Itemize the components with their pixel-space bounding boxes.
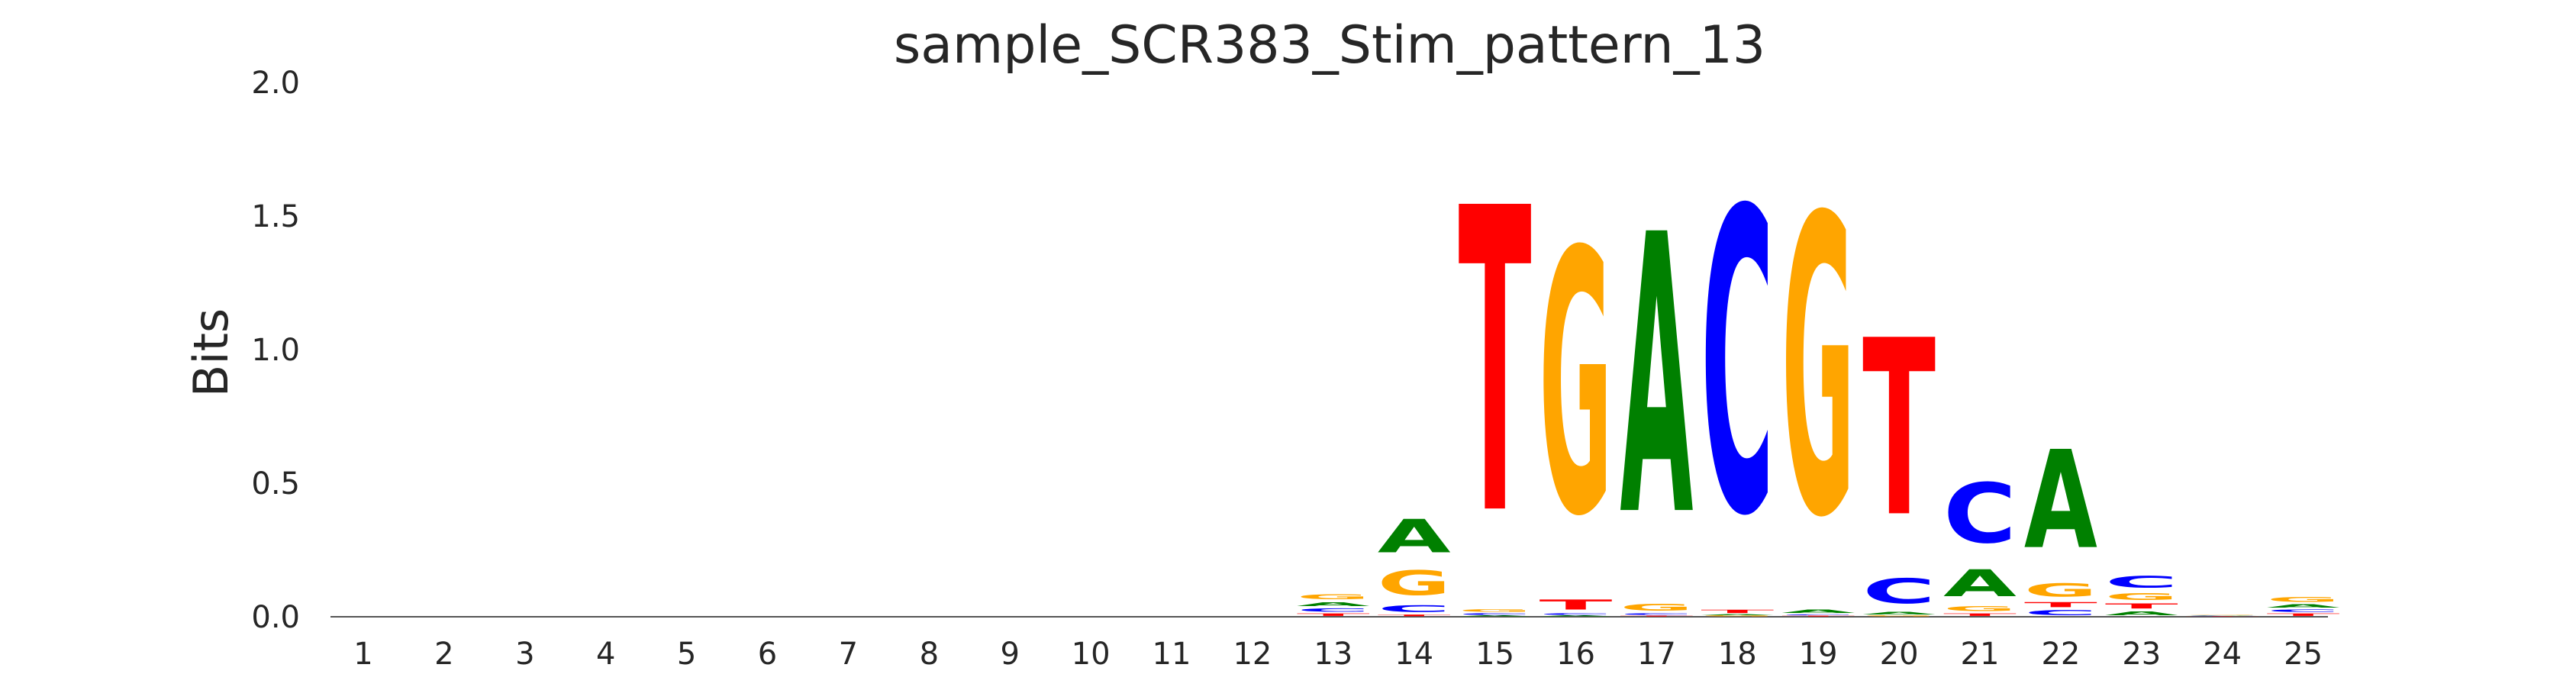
logo-letter-t: T xyxy=(1701,609,1774,614)
x-tick-label: 6 xyxy=(758,637,777,672)
y-axis: 0.0 0.5 1.0 1.5 2.0 xyxy=(251,66,300,635)
logo-letter-t: T xyxy=(2267,613,2340,617)
logo-letter-c: C xyxy=(1701,124,1774,608)
logo-letter-t: T xyxy=(1620,615,1693,617)
x-tick-label: 4 xyxy=(596,637,615,672)
logo-letter-c: C xyxy=(1943,467,2017,563)
logo-letter-a: A xyxy=(1378,510,1451,563)
logo-letter-a: A xyxy=(2105,610,2178,617)
x-tick-label: 1 xyxy=(353,637,372,672)
x-axis: 1 2 3 4 5 6 7 8 9 10 11 12 13 14 15 16 17 18 19 20 21 22 23 24 2… xyxy=(353,637,2323,672)
logo-letter-a: A xyxy=(2024,421,2097,579)
logo-glyphs: TCAGTCGAACGTACTGTCGAGATCTCAGGACTTGACCTGA… xyxy=(1297,121,2340,617)
logo-letter-g: G xyxy=(1378,563,1451,603)
x-tick-label: 9 xyxy=(1000,637,1019,672)
x-tick-label: 20 xyxy=(1880,637,1919,672)
x-tick-label: 24 xyxy=(2203,637,2242,672)
logo-letter-g: G xyxy=(1862,615,1936,617)
x-tick-label: 15 xyxy=(1475,637,1514,672)
logo-letter-a: A xyxy=(2267,604,2340,609)
y-tick-label: 0.0 xyxy=(251,600,300,635)
x-tick-label: 17 xyxy=(1637,637,1676,672)
logo-letter-t: T xyxy=(2186,616,2259,617)
x-tick-label: 5 xyxy=(677,637,696,672)
logo-letter-c: C xyxy=(1539,613,1613,615)
logo-letter-a: A xyxy=(2186,615,2259,616)
logo-letter-c: C xyxy=(2186,616,2259,617)
logo-letter-t: T xyxy=(1378,614,1451,617)
x-tick-label: 14 xyxy=(1394,637,1433,672)
logo-letter-g: G xyxy=(1539,176,1613,596)
logo-letter-c: C xyxy=(1459,613,1532,615)
chart-title: sample_SCR383_Stim_pattern_13 xyxy=(894,15,1765,76)
logo-letter-a: A xyxy=(1297,601,1370,608)
logo-letter-c: C xyxy=(1378,604,1451,614)
logo-letter-a: A xyxy=(1620,155,1694,602)
logo-letter-t: T xyxy=(1781,615,1855,617)
logo-letter-c: C xyxy=(2024,609,2097,617)
logo-letter-c: C xyxy=(1862,572,1936,611)
logo-letter-c: C xyxy=(1781,614,1855,616)
x-tick-label: 25 xyxy=(2284,637,2323,672)
logo-letter-g: G xyxy=(2105,592,2178,602)
x-tick-label: 12 xyxy=(1233,637,1272,672)
logo-letter-g: G xyxy=(1459,608,1532,612)
x-tick-label: 2 xyxy=(434,637,453,672)
logo-letter-t: T xyxy=(2024,601,2097,609)
y-axis-label: Bits xyxy=(183,308,239,397)
x-tick-label: 11 xyxy=(1153,637,1191,672)
logo-letter-c: C xyxy=(1297,608,1370,613)
logo-letter-t: T xyxy=(1943,613,2017,617)
x-tick-label: 8 xyxy=(920,637,939,672)
logo-letter-g: G xyxy=(2186,614,2259,615)
logo-letter-a: A xyxy=(1459,615,1532,617)
logo-letter-t: T xyxy=(1459,121,1533,608)
logo-letter-a: A xyxy=(1539,615,1613,617)
logo-letter-t: T xyxy=(1297,613,1370,617)
x-tick-label: 19 xyxy=(1799,637,1838,672)
logo-letter-g: G xyxy=(2024,579,2097,601)
logo-letter-t: T xyxy=(1862,289,1936,571)
logo-letter-a: A xyxy=(1781,609,1855,614)
logo-letter-a: A xyxy=(1701,614,1774,616)
logo-letter-g: G xyxy=(1701,615,1774,617)
x-tick-label: 10 xyxy=(1072,637,1111,672)
logo-letter-a: A xyxy=(1862,611,1936,615)
logo-letter-g: G xyxy=(1297,593,1370,601)
y-tick-label: 1.5 xyxy=(251,199,300,234)
logo-letter-g: G xyxy=(1620,602,1693,613)
logo-letter-c: C xyxy=(2105,572,2178,591)
logo-letter-g: G xyxy=(2267,595,2340,603)
x-tick-label: 18 xyxy=(1718,637,1757,672)
x-tick-label: 22 xyxy=(2041,637,2080,672)
y-tick-label: 1.0 xyxy=(251,333,300,368)
x-tick-label: 7 xyxy=(839,637,858,672)
x-tick-label: 13 xyxy=(1314,637,1352,672)
y-tick-label: 2.0 xyxy=(251,66,300,101)
y-tick-label: 0.5 xyxy=(251,466,300,502)
logo-letter-a: A xyxy=(1943,563,2017,605)
logo-letter-g: G xyxy=(1943,605,2017,612)
logo-letter-c: C xyxy=(1620,613,1693,615)
logo-letter-c: C xyxy=(2267,609,2340,613)
logo-letter-g: G xyxy=(1781,132,1855,608)
x-tick-label: 21 xyxy=(1961,637,2000,672)
x-tick-label: 3 xyxy=(515,637,534,672)
logo-letter-t: T xyxy=(2105,602,2178,611)
logo-letter-t: T xyxy=(1539,597,1613,613)
x-tick-label: 16 xyxy=(1556,637,1595,672)
x-tick-label: 23 xyxy=(2122,637,2161,672)
